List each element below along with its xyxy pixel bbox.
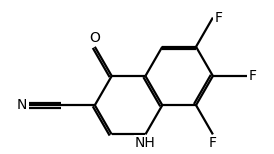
Text: O: O [89,31,100,45]
Text: F: F [215,11,222,24]
Text: N: N [17,98,27,112]
Text: NH: NH [135,136,156,150]
Text: F: F [209,136,217,150]
Text: F: F [248,69,256,83]
